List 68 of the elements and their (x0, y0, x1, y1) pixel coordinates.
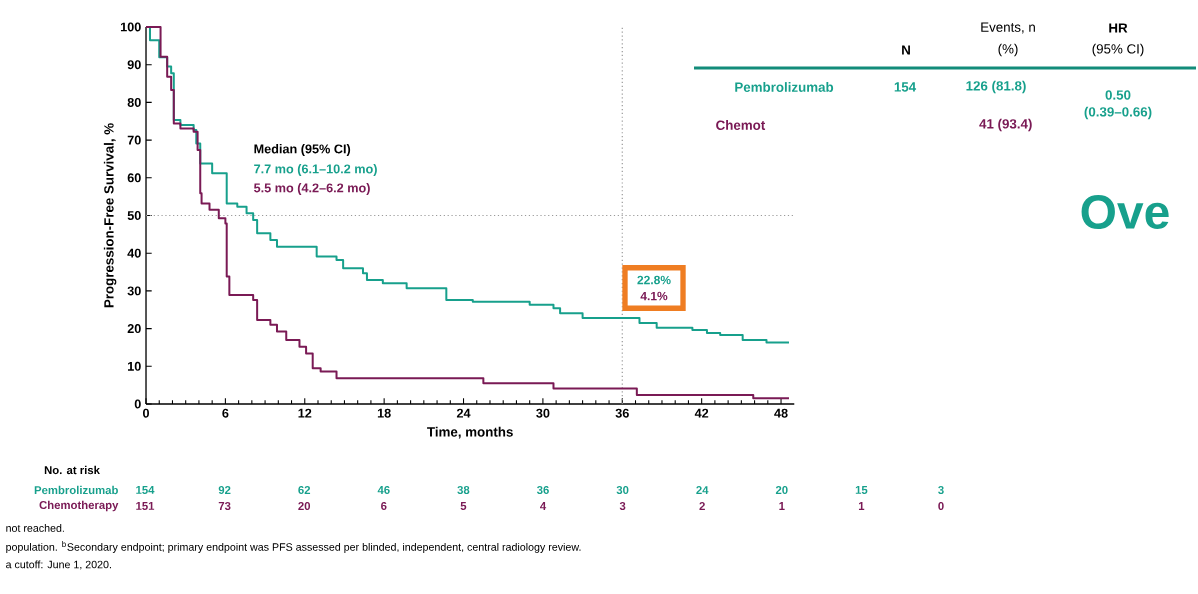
text: population. $^{b}$Secondary endpoint; primary endpoint was PFS assessed per blinded, independent, central radiology review. (6, 541, 581, 553)
annotation: Chemot (716, 120, 766, 130)
x-tick-label: 36 (615, 408, 629, 418)
text: 20 (775, 486, 788, 495)
text: 92 (218, 486, 231, 495)
text: 0 (938, 502, 944, 511)
annotation: Pembrolizumab (735, 82, 834, 92)
text: (0.39–0.66) (1084, 106, 1152, 120)
y-tick-label: 50 (127, 211, 141, 220)
y-tick-label: 90 (127, 60, 141, 70)
y-axis-title: Progression-Free Survival, % (103, 123, 117, 308)
x-tick-label: 24 (456, 408, 471, 418)
annotation: 22.8% (637, 275, 671, 285)
text: 3 (619, 501, 626, 511)
text: a cutoff: June 1, 2020. (6, 560, 111, 570)
y-tick-label: 40 (127, 248, 141, 258)
text: 4 (540, 502, 547, 510)
y-tick-label: 30 (127, 286, 141, 296)
text: 154 (894, 82, 917, 92)
text: 151 (136, 502, 155, 510)
text: Events, n (981, 22, 1035, 34)
x-tick-label: 6 (222, 408, 229, 418)
y-tick-label: 80 (127, 97, 141, 107)
text: Chemotherapy (39, 500, 119, 512)
x-tick-label: 48 (774, 408, 788, 418)
x-axis-title: Time, months (427, 426, 513, 439)
text: 41 (93.4) (979, 118, 1032, 132)
x-tick-label: 12 (298, 408, 312, 418)
y-tick-label: 70 (127, 135, 141, 145)
text: (95% CI) (1092, 43, 1144, 57)
text: 2 (699, 502, 705, 510)
text: 126 (81.8) (966, 80, 1026, 94)
text: (%) (998, 43, 1018, 57)
text: N (902, 45, 910, 55)
y-tick-label: 10 (128, 361, 141, 371)
text: 20 (298, 502, 311, 511)
x-tick-label: 0 (142, 408, 150, 418)
text: 3 (938, 485, 944, 495)
annotation: Median (95% CI) (254, 144, 351, 156)
y-tick-label: 0 (134, 399, 141, 409)
annotation: 7.7 mo (6.1–10.2 mo) (254, 164, 377, 176)
text: 38 (457, 485, 470, 495)
annotation: 5.5 mo (4.2–6.2 mo) (254, 183, 370, 195)
y-tick-label: 20 (127, 324, 141, 334)
text: 15 (855, 486, 868, 494)
text: 154 (136, 486, 155, 494)
text: 5 (460, 502, 467, 510)
text: 30 (616, 485, 629, 495)
text: 62 (298, 486, 311, 495)
x-tick-label: 30 (536, 408, 550, 418)
text: Ove (1081, 195, 1169, 229)
x-tick-label: 18 (377, 408, 391, 418)
text: 6 (381, 502, 387, 511)
text: 0.50 (1105, 90, 1131, 100)
text: 46 (377, 486, 390, 495)
x-tick-label: 42 (694, 408, 709, 418)
text: 36 (536, 485, 549, 495)
text: HR (1109, 23, 1128, 33)
text: 1 (779, 502, 785, 510)
annotation: 4.1% (640, 291, 668, 301)
y-tick-label: 60 (127, 173, 141, 183)
text: 1 (858, 502, 865, 510)
text: 73 (218, 501, 231, 511)
text: 24 (696, 486, 709, 494)
y-tick-label: 100 (120, 22, 141, 32)
text: No. at risk (44, 465, 100, 475)
text: Pembrolizumab (34, 485, 118, 495)
text: not reached. (6, 524, 64, 532)
